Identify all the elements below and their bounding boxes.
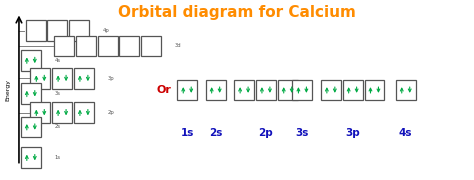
Bar [21, 147, 41, 168]
Text: 3p: 3p [108, 76, 114, 81]
Bar [206, 80, 226, 100]
Text: Energy: Energy [5, 79, 10, 101]
Bar [141, 36, 161, 56]
Bar [321, 80, 341, 100]
Bar [47, 20, 67, 41]
Bar [234, 80, 254, 100]
Bar [30, 102, 50, 123]
Text: 3s: 3s [296, 128, 309, 138]
Bar [26, 20, 46, 41]
Text: Orbital diagram for Calcium: Orbital diagram for Calcium [118, 5, 356, 20]
Bar [278, 80, 298, 100]
Bar [21, 117, 41, 137]
Bar [21, 50, 41, 71]
Text: 4p: 4p [103, 28, 109, 33]
Bar [69, 20, 89, 41]
Bar [292, 80, 312, 100]
Text: 4s: 4s [399, 128, 412, 138]
Text: 3d: 3d [175, 43, 182, 48]
Bar [256, 80, 276, 100]
Bar [343, 80, 363, 100]
Text: 2s: 2s [209, 128, 222, 138]
Bar [52, 102, 72, 123]
Text: 3p: 3p [345, 128, 360, 138]
Bar [54, 36, 74, 56]
Text: 3s: 3s [55, 91, 61, 96]
Bar [30, 68, 50, 89]
Bar [98, 36, 118, 56]
Bar [76, 36, 96, 56]
Bar [119, 36, 139, 56]
Bar [365, 80, 384, 100]
Bar [52, 68, 72, 89]
Bar [74, 102, 94, 123]
Bar [74, 68, 94, 89]
Text: 4s: 4s [55, 58, 61, 63]
Bar [21, 83, 41, 104]
Text: 2p: 2p [108, 110, 114, 115]
Text: Or: Or [156, 85, 171, 95]
Text: 2p: 2p [258, 128, 273, 138]
Bar [177, 80, 197, 100]
Text: 2s: 2s [55, 124, 61, 129]
Text: 1s: 1s [55, 155, 61, 160]
Text: 1s: 1s [181, 128, 194, 138]
Bar [396, 80, 416, 100]
